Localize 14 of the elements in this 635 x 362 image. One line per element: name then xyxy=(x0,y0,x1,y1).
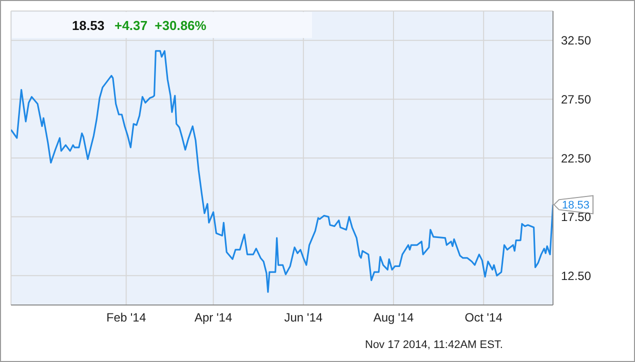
x-tick-label: Feb '14 xyxy=(106,310,146,325)
x-tick-label: Oct '14 xyxy=(464,310,503,325)
text: 18.53 xyxy=(72,18,105,32)
x-tick-label: Aug '14 xyxy=(373,310,414,325)
y-tick-label: 32.50 xyxy=(561,34,592,48)
annotation: 18.53 xyxy=(562,200,590,212)
y-tick-label: 27.50 xyxy=(561,92,592,106)
text: Nov 17 2014, 11:42AM EST. xyxy=(365,339,503,351)
y-tick-label: 12.50 xyxy=(561,268,592,283)
x-tick-label: Apr '14 xyxy=(194,310,232,325)
y-tick-label: 22.50 xyxy=(561,151,592,166)
y-tick-label: 17.50 xyxy=(561,210,592,224)
text: +4.37 +30.86% xyxy=(114,18,206,32)
x-tick-label: Jun '14 xyxy=(284,310,323,325)
